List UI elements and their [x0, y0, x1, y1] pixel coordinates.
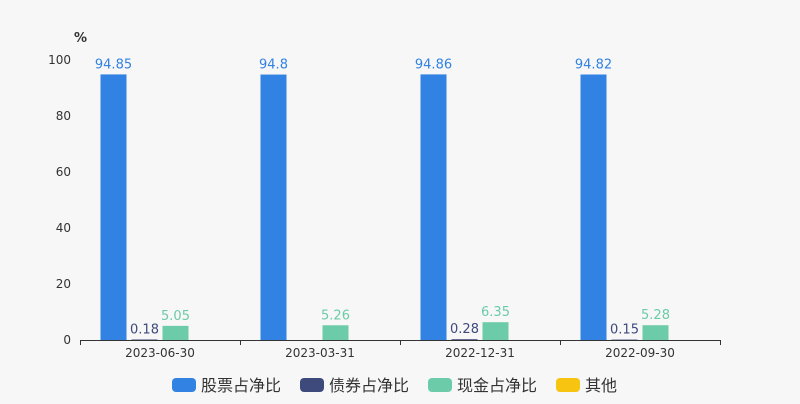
- legend-label[interactable]: 债券占净比: [329, 376, 409, 395]
- legend-label[interactable]: 其他: [585, 376, 617, 395]
- data-label: 0.28: [450, 322, 479, 337]
- y-tick-label: 60: [56, 165, 71, 179]
- data-label: 94.85: [95, 57, 132, 72]
- x-tick-label: 2022-09-30: [605, 346, 675, 360]
- y-tick-label: 80: [56, 109, 71, 123]
- y-tick-label: 20: [56, 277, 71, 291]
- bar: [132, 339, 158, 340]
- y-tick-label: 100: [48, 53, 71, 67]
- legend-swatch[interactable]: [300, 378, 324, 392]
- x-tick-label: 2022-12-31: [445, 346, 515, 360]
- data-label: 6.35: [481, 305, 510, 320]
- x-tick-label: 2023-06-30: [125, 346, 195, 360]
- legend-swatch[interactable]: [556, 378, 580, 392]
- y-tick-label: 0: [63, 333, 71, 347]
- bar: [421, 74, 447, 340]
- data-label: 94.82: [575, 58, 612, 73]
- bar: [101, 74, 127, 340]
- bar: [323, 325, 349, 340]
- data-label: 5.05: [161, 309, 190, 324]
- bar: [163, 326, 189, 340]
- bar: [452, 339, 478, 340]
- bar: [261, 75, 287, 340]
- data-label: 5.26: [321, 308, 350, 323]
- legend-swatch[interactable]: [172, 378, 196, 392]
- data-label: 94.8: [259, 58, 288, 73]
- y-tick-label: 40: [56, 221, 71, 235]
- data-label: 94.86: [415, 57, 452, 72]
- x-tick-label: 2023-03-31: [285, 346, 355, 360]
- bar: [643, 325, 669, 340]
- data-label: 5.28: [641, 308, 670, 323]
- legend-label[interactable]: 现金占净比: [457, 376, 537, 395]
- y-axis-unit-label: %: [74, 31, 87, 46]
- legend-label[interactable]: 股票占净比: [201, 376, 281, 395]
- legend-swatch[interactable]: [428, 378, 452, 392]
- bar: [581, 75, 607, 340]
- bar: [483, 322, 509, 340]
- data-label: 0.15: [610, 323, 639, 338]
- data-label: 0.18: [130, 322, 159, 337]
